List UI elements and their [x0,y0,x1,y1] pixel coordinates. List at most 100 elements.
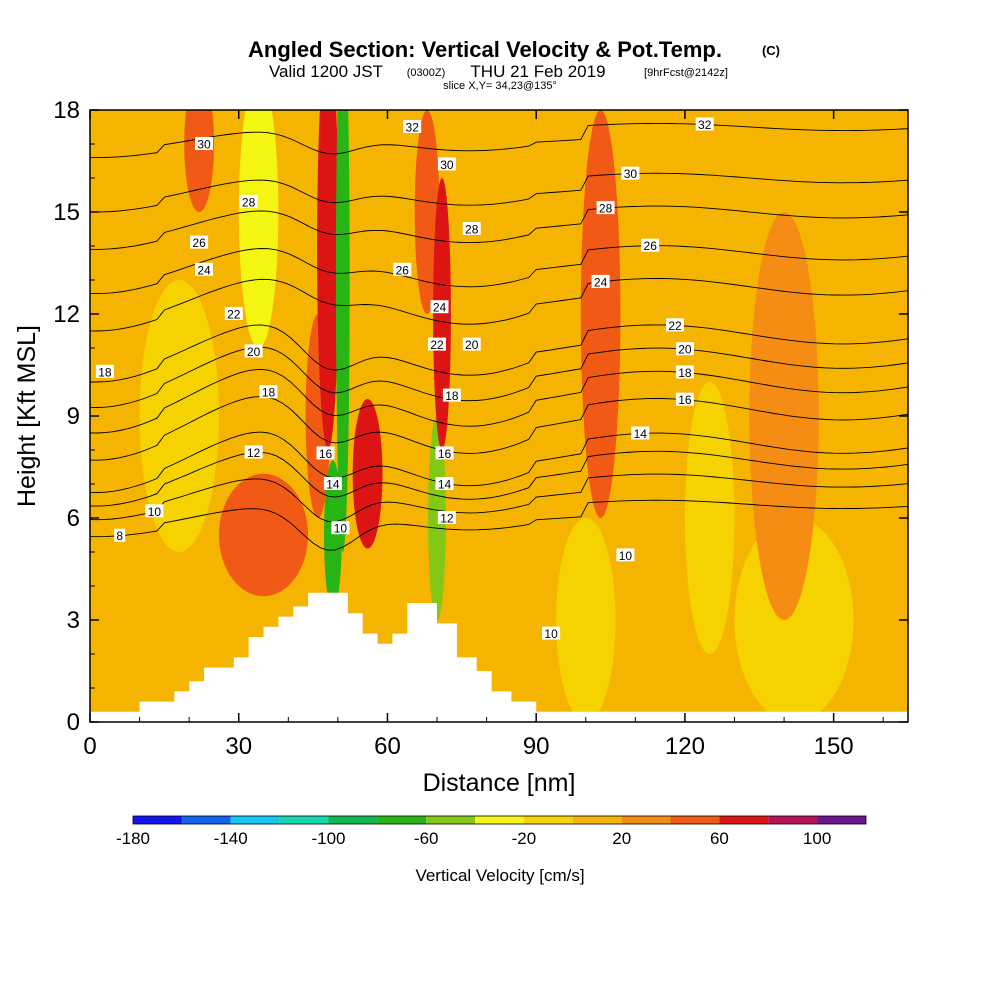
contour-label-extra-14: 26 [393,263,411,278]
contour-label-extra-4: 24 [195,263,213,278]
contour-label-30: 30 [621,167,639,182]
colorbar-tick--100: -100 [311,829,345,848]
colorbar-swatch-1 [182,816,231,824]
colorbar-swatch-12 [719,816,768,824]
contour-label-extra-18-text: 18 [445,389,459,403]
contour-label-extra-10-text: 10 [334,522,348,536]
contour-label-20-text: 20 [678,343,692,357]
contour-label-extra-16-text: 22 [430,338,444,352]
contour-label-extra-17-text: 20 [465,338,479,352]
colorbar-swatch-4 [329,816,378,824]
colorbar-swatch-14 [817,816,866,824]
y-tick-label-9: 9 [67,403,80,430]
contour-label-8: 8 [114,529,125,544]
contour-label-12: 12 [245,446,263,461]
contour-label-extra-23: 10 [542,627,560,642]
colorbar-swatch-10 [622,816,671,824]
colorbar-label: Vertical Velocity [cm/s] [415,866,584,885]
contour-label-extra-6-text: 20 [247,345,261,359]
contour-label-28: 28 [597,201,615,216]
x-tick-label-120: 120 [665,733,705,760]
contour-label-extra-1: 30 [195,137,213,152]
contour-label-24-text: 24 [594,275,608,289]
contour-label-extra-3-text: 26 [192,236,206,250]
velocity-cell-2 [556,518,615,722]
contour-label-extra-22-text: 10 [619,549,633,563]
y-tick-label-6: 6 [67,505,80,532]
contour-label-10: 10 [145,504,163,519]
contour-label-extra-19: 16 [436,446,454,461]
contour-label-24: 24 [592,275,610,290]
y-axis-label: Height [Kft MSL] [13,325,41,507]
contour-label-26-text: 26 [644,239,658,253]
contour-label-extra-2: 28 [240,195,258,210]
contour-label-30-text: 30 [624,167,638,181]
contour-label-extra-11-text: 32 [406,121,420,135]
contour-label-16-text: 16 [678,393,692,407]
y-tick-label-18: 18 [53,97,80,124]
contour-label-10-text: 10 [148,505,162,519]
contour-label-extra-0-text: 18 [98,365,112,379]
colorbar-tick-60: 60 [710,829,729,848]
contour-label-18: 18 [676,366,694,381]
valid-zulu: (0300Z) [407,67,446,79]
contour-label-16: 16 [676,393,694,408]
colorbar-swatch-0 [133,816,182,824]
contour-label-22: 22 [666,318,684,333]
colorbar-swatch-11 [671,816,720,824]
contour-label-extra-5: 22 [225,307,243,322]
contour-label-extra-5-text: 22 [227,308,241,322]
colorbar-swatch-3 [280,816,329,824]
valid-prefix: Valid 1200 JST [269,62,383,81]
x-tick-label-150: 150 [814,733,854,760]
contour-label-extra-20-text: 14 [438,478,452,492]
colorbar-tick-20: 20 [612,829,631,848]
x-tick-label-90: 90 [523,733,550,760]
colorbar-swatch-5 [377,816,426,824]
contour-label-extra-1-text: 30 [197,138,211,152]
velocity-cell-0 [685,382,735,654]
colorbar-swatch-2 [231,816,280,824]
contour-label-extra-16: 22 [428,338,446,353]
contour-label-26: 26 [641,239,659,254]
contour-label-28-text: 28 [599,202,613,216]
contour-label-8-text: 8 [116,529,123,543]
contour-label-extra-21-text: 12 [440,512,454,526]
contour-label-extra-9: 14 [324,477,342,492]
plot-area: 8 10 12 14 16 18 20 22 24 26 28 30 32 18 30 28 26 24 22 20 1… [90,8,908,722]
contour-label-extra-12-text: 30 [440,158,454,172]
y-tick-label-0: 0 [67,709,80,736]
colorbar-tick--20: -20 [512,829,537,848]
velocity-cell-4 [749,212,818,620]
contour-label-extra-22: 10 [616,548,634,563]
contour-label-14-text: 14 [634,427,648,441]
contour-label-extra-0: 18 [96,365,114,380]
colorbar-swatch-6 [426,816,475,824]
contour-label-extra-17: 20 [463,338,481,353]
chart-title: Angled Section: Vertical Velocity & Pot.… [248,37,722,62]
contour-label-extra-9-text: 14 [326,478,340,492]
contour-label-extra-2-text: 28 [242,195,256,209]
valid-date: THU 21 Feb 2019 [470,62,605,81]
title-unit: (C) [762,43,780,58]
slice-info: slice X,Y= 34,23@135° [443,80,557,92]
contour-label-extra-3: 26 [190,236,208,251]
y-tick-label-12: 12 [53,301,80,328]
contour-label-extra-12: 30 [438,157,456,172]
contour-label-extra-4-text: 24 [197,263,211,277]
contour-label-extra-15-text: 24 [433,301,447,315]
contour-label-extra-23-text: 10 [544,627,558,641]
contour-label-extra-8: 16 [317,446,335,461]
contour-label-extra-7: 18 [260,385,278,400]
forecast-tag: [9hrFcst@2142z] [644,67,728,79]
contour-label-extra-14-text: 26 [396,263,410,277]
colorbar-tick--180: -180 [116,829,150,848]
contour-label-extra-20: 14 [436,477,454,492]
x-tick-label-0: 0 [83,733,96,760]
contour-label-extra-11: 32 [403,120,421,135]
velocity-cell-13 [317,42,339,450]
contour-label-32: 32 [696,118,714,133]
contour-label-14: 14 [631,427,649,442]
colorbar-tick--60: -60 [414,829,439,848]
contour-label-extra-19-text: 16 [438,447,452,461]
